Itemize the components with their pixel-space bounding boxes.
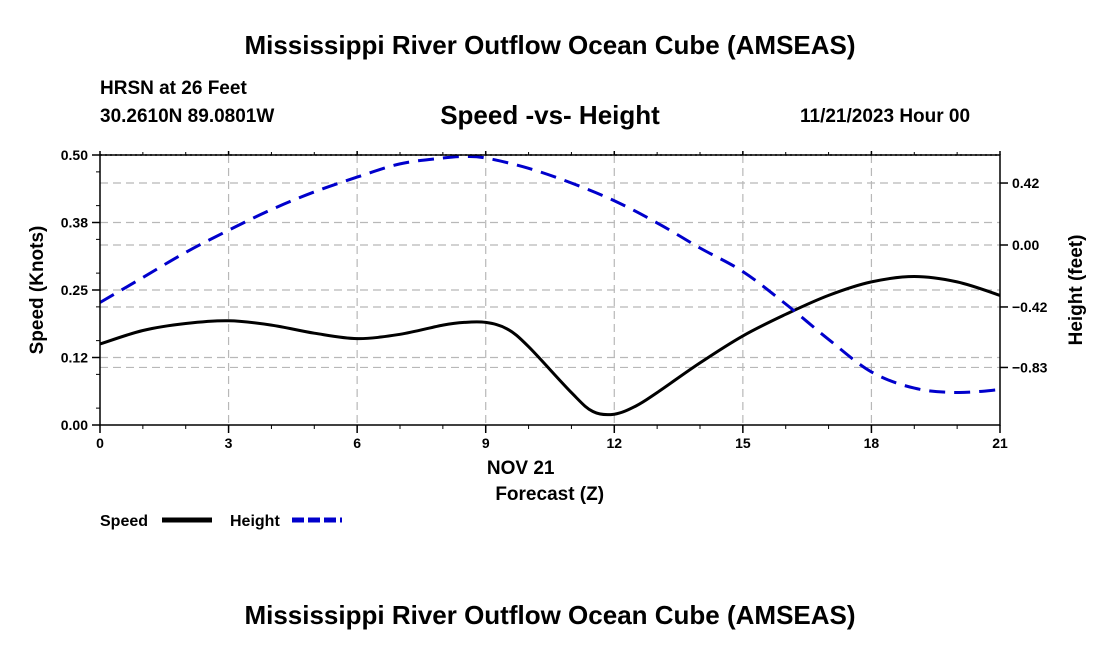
x-tick-label: 3 <box>225 435 233 451</box>
axis-ticks: 0 3 6 9 12 15 18 21 0.00 0.12 0.25 0.38 0.50 0.42 0.00… <box>61 147 1048 451</box>
series-line-height <box>99 154 1001 395</box>
y-axis-title: Speed (Knots) <box>27 226 48 355</box>
y2-tick-label: −0.42 <box>1012 299 1048 315</box>
legend-label-height: Height <box>230 513 280 530</box>
y-tick-label: 0.12 <box>61 350 88 366</box>
chart-subtitle: Speed -vs- Height <box>440 100 660 130</box>
forecast-datetime: 11/21/2023 Hour 00 <box>800 106 971 127</box>
grid <box>100 154 1000 425</box>
x-axis-title: Forecast (Z) <box>495 484 604 505</box>
legend-label-speed: Speed <box>100 513 148 530</box>
x-tick-label: 6 <box>353 435 361 451</box>
x-tick-label: 12 <box>606 435 622 451</box>
station-label: HRSN at 26 Feet <box>100 78 247 99</box>
y-tick-label: 0.00 <box>61 417 88 433</box>
x-tick-label: 9 <box>482 435 490 451</box>
y2-axis-title: Height (feet) <box>1066 235 1087 346</box>
y2-tick-label: −0.83 <box>1012 359 1048 375</box>
x-tick-label: 15 <box>735 435 751 451</box>
y2-tick-label: 0.42 <box>1012 175 1039 191</box>
footer-title: Mississippi River Outflow Ocean Cube (AM… <box>244 600 856 630</box>
series-lines <box>99 154 1001 417</box>
x-axis-date-label: NOV 21 <box>487 458 555 479</box>
series-line-speed <box>99 275 1001 417</box>
y-tick-label: 0.38 <box>61 215 88 231</box>
x-tick-label: 18 <box>864 435 880 451</box>
x-tick-label: 21 <box>992 435 1008 451</box>
y-tick-label: 0.25 <box>61 282 88 298</box>
y2-tick-label: 0.00 <box>1012 237 1039 253</box>
legend: Speed Height <box>100 513 342 530</box>
x-tick-label: 0 <box>96 435 104 451</box>
station-coordinates: 30.2610N 89.0801W <box>100 106 275 127</box>
y-tick-label: 0.50 <box>61 147 88 163</box>
main-title: Mississippi River Outflow Ocean Cube (AM… <box>244 30 856 60</box>
